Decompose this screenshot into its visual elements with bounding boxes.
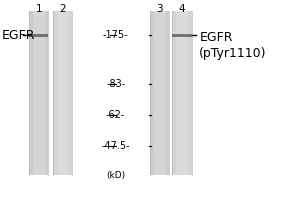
Bar	[53, 11, 72, 175]
Text: (kD): (kD)	[106, 171, 125, 180]
Bar	[29, 34, 49, 37]
Bar	[172, 34, 192, 37]
Bar	[176, 11, 188, 175]
Text: EGFR
(pTyr1110): EGFR (pTyr1110)	[199, 31, 267, 60]
Text: 1: 1	[35, 4, 42, 14]
Text: -62-: -62-	[106, 110, 125, 120]
Bar	[57, 11, 68, 175]
Text: -83-: -83-	[106, 79, 125, 89]
Text: EGFR: EGFR	[2, 29, 36, 42]
Text: -175-: -175-	[103, 30, 128, 40]
Text: 4: 4	[179, 4, 185, 14]
Bar	[154, 11, 166, 175]
Bar	[150, 11, 170, 175]
Text: -47.5-: -47.5-	[101, 141, 130, 151]
Text: 2: 2	[59, 4, 66, 14]
Bar	[33, 11, 45, 175]
Bar	[172, 11, 192, 175]
Text: 3: 3	[156, 4, 163, 14]
Bar	[29, 11, 49, 175]
